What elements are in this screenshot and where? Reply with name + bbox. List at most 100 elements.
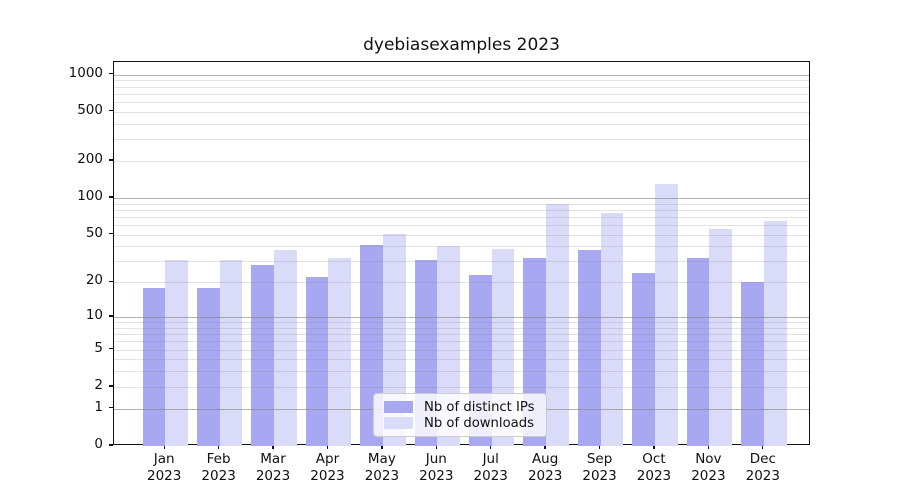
y-tick-label-100: 100 <box>77 187 103 204</box>
gridline-minor-700 <box>114 93 809 95</box>
bar-ips-nov <box>686 258 710 446</box>
x-tick-label-month: Mar <box>260 451 286 467</box>
grid-layer <box>114 62 809 444</box>
gridline-minor-70 <box>114 216 809 218</box>
bar-downloads-may <box>382 233 406 446</box>
plot-area <box>113 61 810 446</box>
y-tick-5 <box>109 348 113 350</box>
y-tick-label-2: 2 <box>94 376 103 393</box>
x-tick-label-year: 2023 <box>582 467 617 484</box>
gridline-minor-50 <box>114 234 809 236</box>
chart-title: dyebiasexamples 2023 <box>363 35 560 55</box>
gridline-minor-4 <box>114 359 809 361</box>
x-tick-label-oct: Oct 2023 <box>622 451 686 484</box>
x-tick-label-sep: Sep 2023 <box>568 451 632 484</box>
x-tick-label-month: Jul <box>482 451 499 467</box>
bar-ips-jan <box>142 287 166 446</box>
gridline-minor-500 <box>114 111 809 113</box>
x-tick-label-month: Dec <box>749 451 776 467</box>
bar-downloads-sep <box>600 212 624 446</box>
gridline-minor-80 <box>114 209 809 211</box>
y-tick-500 <box>109 110 113 112</box>
bar-downloads-dec <box>763 220 787 446</box>
x-tick-label-nov: Nov 2023 <box>676 451 740 484</box>
x-tick-oct <box>653 445 655 449</box>
x-tick-sep <box>598 445 601 449</box>
x-tick-label-year: 2023 <box>147 467 182 484</box>
x-tick-nov <box>707 445 710 449</box>
gridline-minor-5 <box>114 349 809 351</box>
y-tick-50 <box>109 232 113 235</box>
gridline-minor-600 <box>114 102 809 104</box>
x-tick-label-year: 2023 <box>636 467 672 484</box>
y-tick-0 <box>109 444 113 446</box>
y-tick-label-20: 20 <box>85 272 103 289</box>
bar-ips-apr <box>305 277 329 446</box>
gridline-minor-200 <box>114 160 809 162</box>
bar-ips-sep <box>577 250 601 446</box>
legend: Nb of distinct IPs Nb of downloads <box>373 393 547 437</box>
bar-downloads-aug <box>546 204 569 446</box>
gridline-major-1000 <box>114 74 809 76</box>
x-tick-label-feb: Feb 2023 <box>187 451 251 484</box>
gridline-minor-30 <box>114 261 809 263</box>
x-tick-label-year: 2023 <box>745 467 780 484</box>
x-tick-label-month: Jun <box>425 451 447 467</box>
gridline-major-100 <box>114 197 809 199</box>
x-tick-label-year: 2023 <box>364 467 400 484</box>
bar-downloads-oct <box>654 183 678 446</box>
gridline-minor-2 <box>114 386 809 388</box>
x-tick-mar <box>272 445 274 449</box>
x-tick-label-dec: Dec 2023 <box>731 451 795 484</box>
x-tick-apr <box>326 445 329 449</box>
x-tick-label-month: Nov <box>695 451 722 467</box>
legend-row-distinct-ips: Nb of distinct IPs <box>384 399 538 415</box>
bar-downloads-nov <box>709 228 733 446</box>
legend-label-downloads: Nb of downloads <box>424 415 534 431</box>
x-tick-jan <box>163 445 165 449</box>
gridline-minor-3 <box>114 371 809 373</box>
x-tick-label-jul: Jul 2023 <box>459 451 523 484</box>
x-tick-label-jan: Jan 2023 <box>132 451 196 484</box>
gridline-minor-9 <box>114 322 809 324</box>
x-tick-label-year: 2023 <box>691 467 726 484</box>
x-tick-label-month: May <box>367 451 396 467</box>
bar-ips-oct <box>632 272 655 446</box>
bar-downloads-apr <box>328 258 352 446</box>
x-tick-label-mar: Mar 2023 <box>241 451 305 484</box>
x-tick-label-apr: Apr 2023 <box>295 451 359 484</box>
bar-downloads-feb <box>219 259 243 446</box>
legend-row-downloads: Nb of downloads <box>384 415 538 431</box>
x-tick-label-month: Feb <box>206 451 231 467</box>
gridline-minor-7 <box>114 334 809 336</box>
x-tick-jun <box>435 445 437 449</box>
x-tick-label-month: Oct <box>642 451 666 467</box>
y-tick-label-1000: 1000 <box>68 64 103 81</box>
legend-swatch-downloads-icon <box>384 417 413 429</box>
gridline-minor-900 <box>114 80 809 82</box>
x-tick-feb <box>217 445 220 449</box>
legend-swatch-distinct-ips-icon <box>384 401 413 413</box>
y-tick-10 <box>109 315 113 317</box>
gridline-minor-800 <box>114 86 809 88</box>
y-tick-2 <box>109 385 113 387</box>
y-tick-20 <box>109 280 113 282</box>
x-tick-label-year: 2023 <box>255 467 291 484</box>
y-tick-1000 <box>109 72 113 75</box>
gridline-minor-20 <box>114 282 809 284</box>
gridline-minor-40 <box>114 246 809 248</box>
y-tick-label-1: 1 <box>94 398 103 415</box>
gridline-minor-300 <box>114 139 809 141</box>
x-tick-label-year: 2023 <box>310 467 345 484</box>
bar-ips-feb <box>196 287 220 446</box>
gridline-minor-400 <box>114 123 809 125</box>
gridline-minor-60 <box>114 225 809 227</box>
y-tick-label-50: 50 <box>85 224 103 241</box>
gridline-minor-6 <box>114 341 809 343</box>
x-tick-may <box>381 445 383 449</box>
y-tick-label-5: 5 <box>94 339 103 356</box>
legend-label-distinct-ips: Nb of distinct IPs <box>424 399 535 415</box>
x-tick-label-month: Sep <box>586 451 613 467</box>
gridline-major-10 <box>114 317 809 319</box>
